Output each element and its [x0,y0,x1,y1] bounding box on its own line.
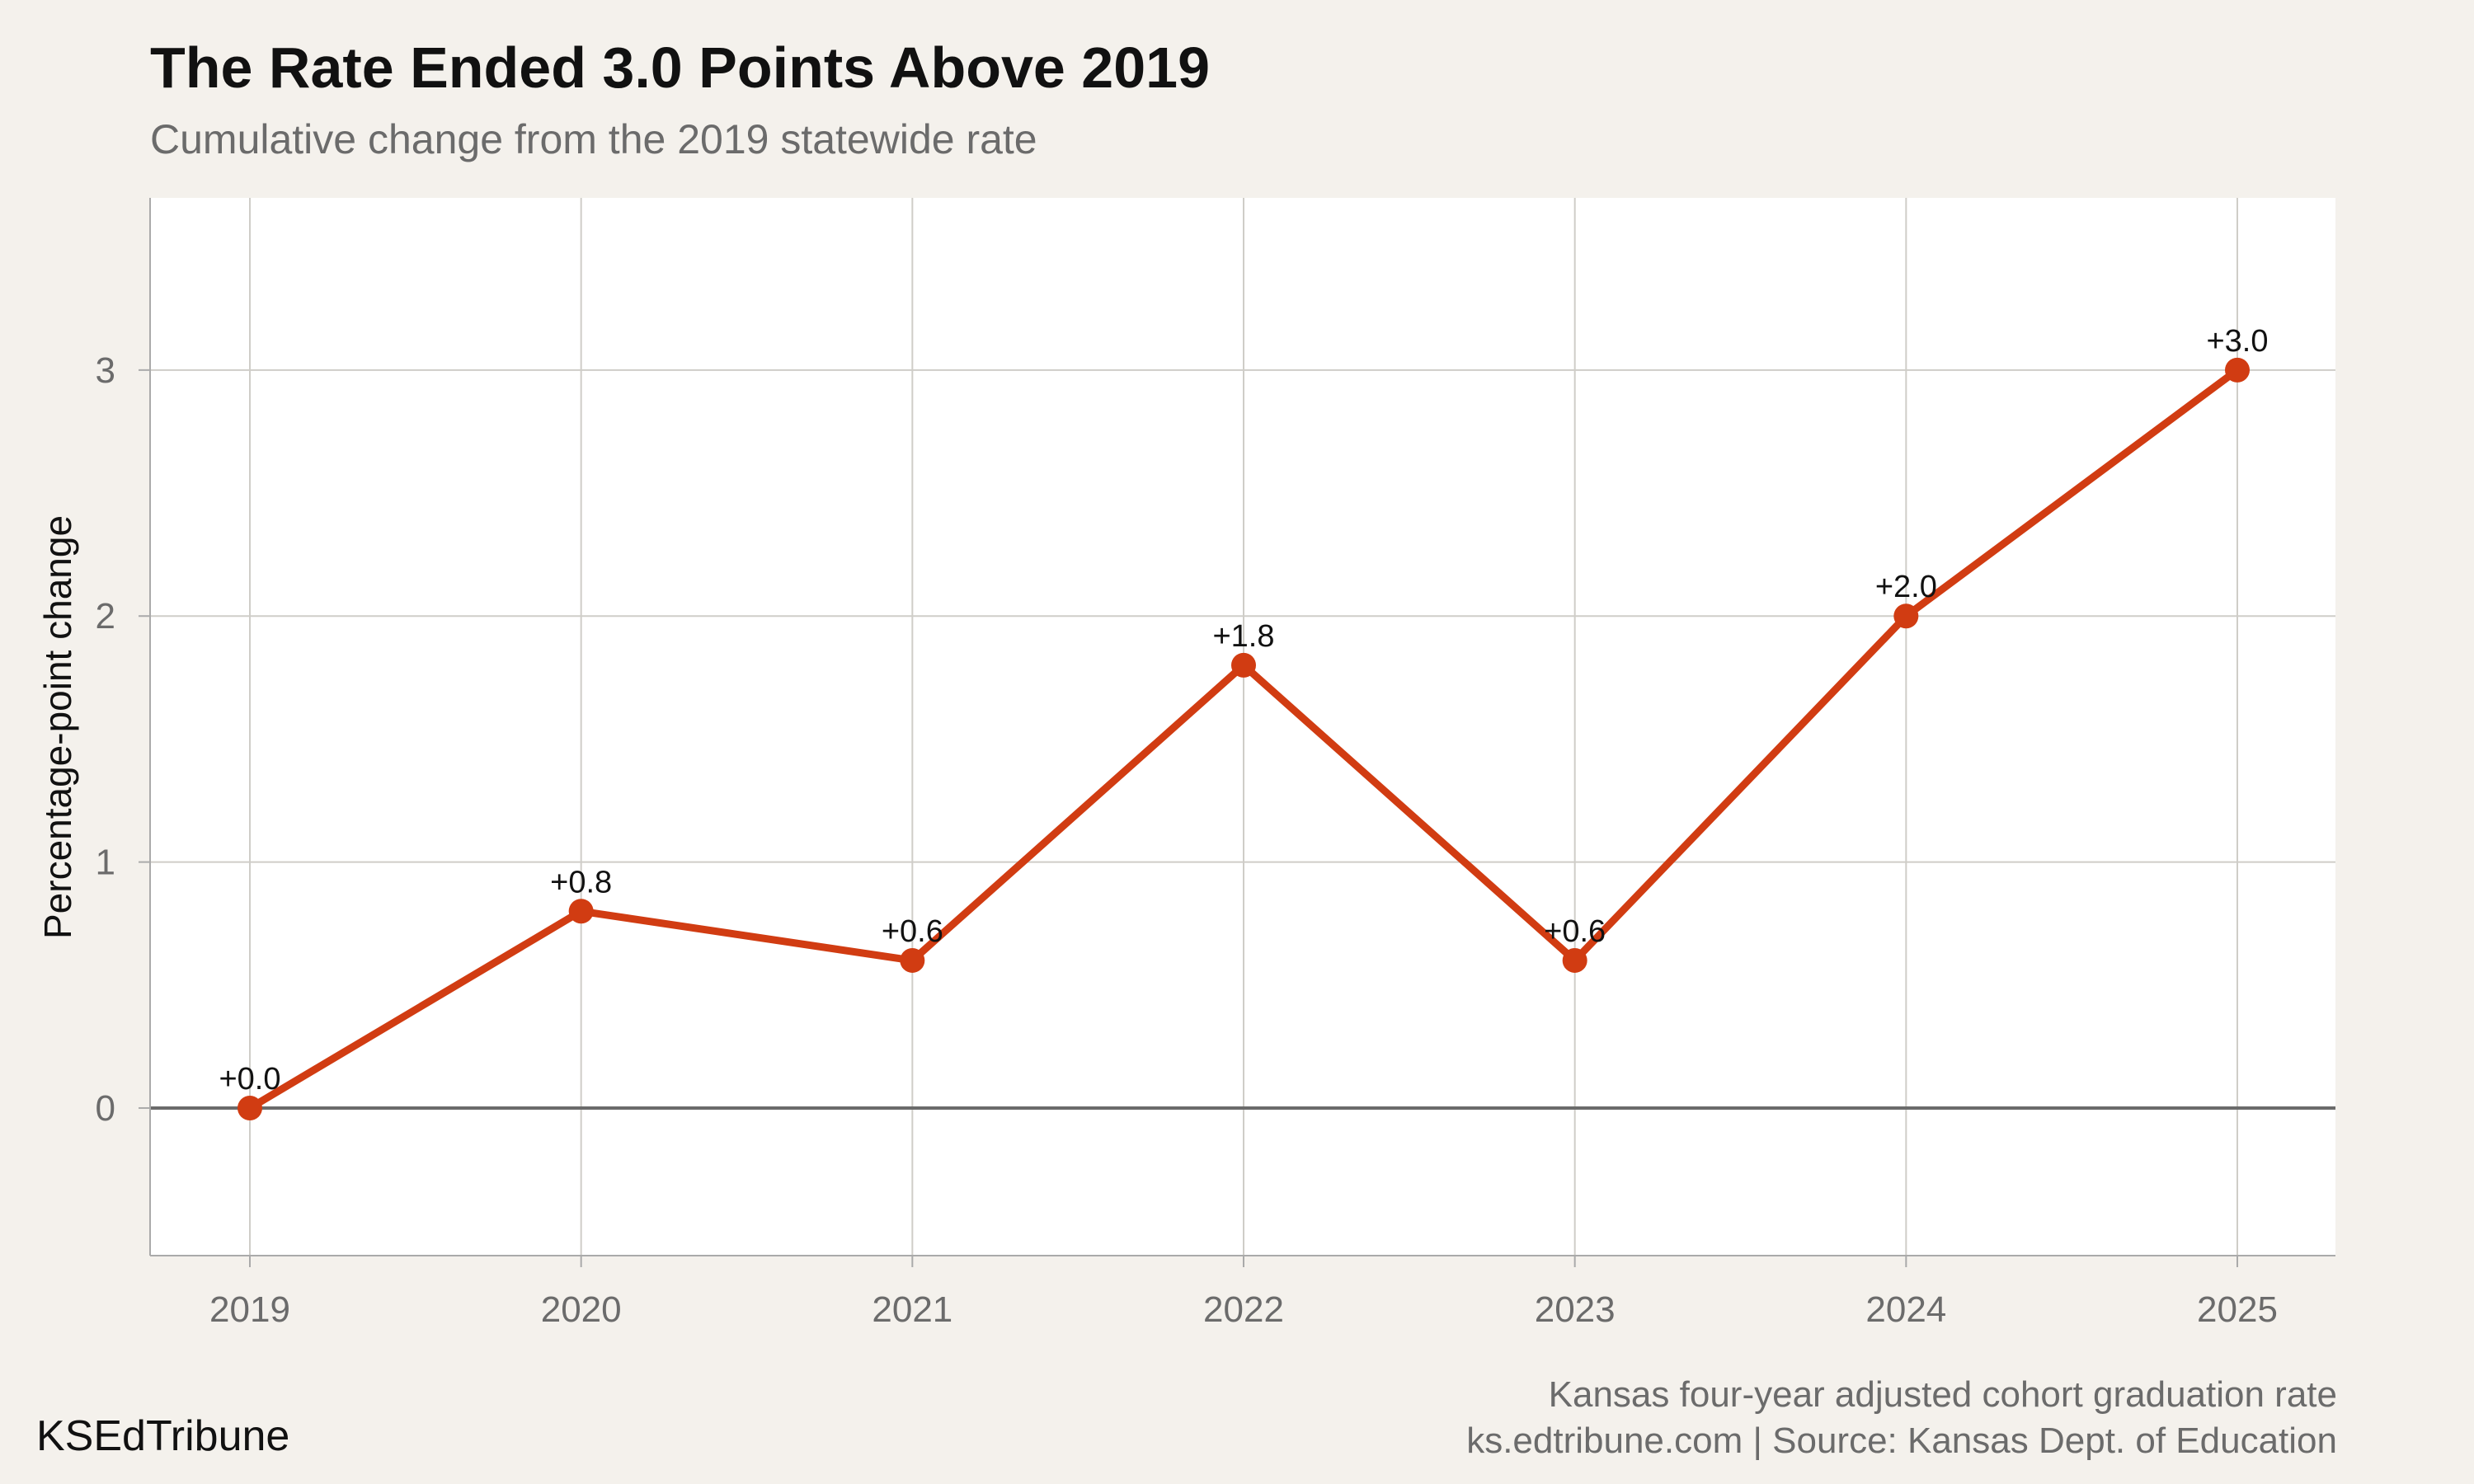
data-point [568,899,594,924]
data-point [238,1095,262,1120]
footer-credits: Kansas four-year adjusted cohort graduat… [1466,1372,2337,1464]
x-tick-label: 2020 [541,1289,622,1330]
axes: 2019 2020 2021 2022 2023 2024 2025 0 1 2 3 [96,198,2335,1330]
x-tick-label: 2019 [209,1289,290,1330]
x-tick-label: 2023 [1535,1289,1616,1330]
footer-line-1: Kansas four-year adjusted cohort graduat… [1548,1374,2337,1415]
x-tick-label: 2022 [1203,1289,1284,1330]
series-line [238,357,2250,1120]
data-label: +0.6 [882,914,943,949]
data-labels: +0.0 +0.8 +0.6 +1.8 +0.6 +2.0 +3.0 [219,324,2268,1097]
data-label: +0.0 [219,1062,280,1097]
data-point [1893,603,1919,629]
data-label: +3.0 [2206,324,2268,359]
y-tick-label: 3 [96,350,115,391]
y-tick-label: 1 [96,843,115,883]
data-label: +2.0 [1875,570,1937,604]
brand-logo-text: KSEdTribune [36,1412,290,1460]
chart-subtitle: Cumulative change from the 2019 statewid… [150,116,1037,162]
x-tick-label: 2025 [2197,1289,2278,1330]
y-tick-label: 2 [96,596,115,636]
x-tick-label: 2024 [1865,1289,1946,1330]
grid-lines [150,198,2335,1256]
data-label: +0.8 [550,865,612,899]
data-label: +0.6 [1544,914,1606,949]
data-label: +1.8 [1212,619,1274,654]
y-tick-label: 0 [96,1088,115,1129]
y-axis-label: Percentage-point change [36,515,79,939]
chart-title: The Rate Ended 3.0 Points Above 2019 [150,35,1211,100]
x-tick-label: 2021 [872,1289,952,1330]
data-point [1231,652,1256,678]
data-point [2225,357,2250,383]
data-point [1562,947,1587,973]
data-point [900,947,925,973]
footer-line-2: ks.edtribune.com | Source: Kansas Dept. … [1466,1421,2337,1461]
